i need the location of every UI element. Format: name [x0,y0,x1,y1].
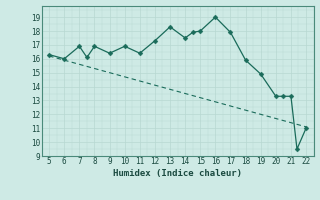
X-axis label: Humidex (Indice chaleur): Humidex (Indice chaleur) [113,169,242,178]
